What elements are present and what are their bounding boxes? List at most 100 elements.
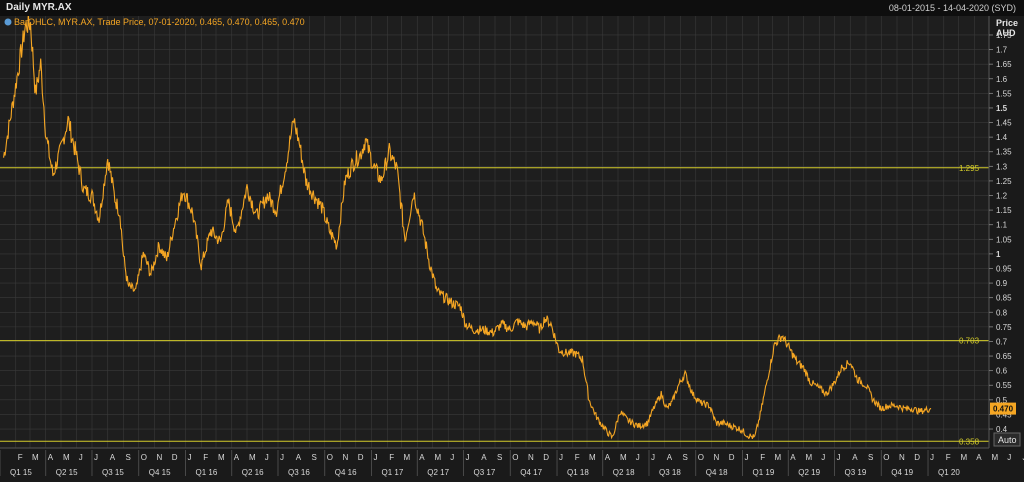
month-label: M: [620, 453, 627, 462]
month-label: S: [497, 453, 502, 462]
month-label: J: [280, 453, 284, 462]
horizontal-line-label: 1.295: [959, 164, 980, 173]
month-label: F: [203, 453, 208, 462]
chart-background: [0, 16, 1024, 482]
quarter-label: Q3 16: [288, 468, 310, 477]
month-label: N: [156, 453, 162, 462]
grid-lines: [0, 16, 1021, 448]
month-label: A: [976, 453, 982, 462]
month-label: J: [374, 453, 378, 462]
legend-text: BarOHLC, MYR.AX, Trade Price, 07-01-2020…: [14, 17, 305, 27]
month-label: O: [327, 453, 333, 462]
legend[interactable]: BarOHLC, MYR.AX, Trade Price, 07-01-2020…: [4, 17, 305, 27]
quarter-label: Q1 16: [196, 468, 218, 477]
month-label: N: [899, 453, 905, 462]
y-tick-label: 1.7: [996, 46, 1008, 55]
month-label: A: [481, 453, 487, 462]
month-label: A: [110, 453, 116, 462]
horizontal-lines[interactable]: 1.295 0.703 0.358: [0, 164, 989, 447]
price-axis-background: [989, 16, 1024, 448]
quarter-label: Q1 20: [938, 468, 960, 477]
month-label: M: [249, 453, 256, 462]
price-axis[interactable]: Price AUD 0.4 0.45 0.5 0.55 0.6 0.65 0.7 0.75 0.…: [988, 16, 1024, 448]
date-range[interactable]: 08-01-2015 - 14-04-2020 (SYD): [888, 3, 1016, 13]
quarter-label: Q1 18: [567, 468, 589, 477]
month-label: O: [512, 453, 518, 462]
month-label: D: [543, 453, 549, 462]
y-tick-label: 1.25: [996, 177, 1012, 186]
month-label: J: [559, 453, 563, 462]
month-label: J: [94, 453, 98, 462]
month-label: J: [837, 453, 841, 462]
price-series-line: [3, 16, 932, 440]
quarter-label: Q1 19: [753, 468, 775, 477]
month-label: J: [651, 453, 655, 462]
y-tick-label: 1.4: [996, 133, 1008, 142]
month-label: M: [992, 453, 999, 462]
quarter-label: Q3 15: [102, 468, 124, 477]
month-label: M: [961, 453, 968, 462]
chart-title: Daily MYR.AX: [6, 2, 72, 13]
month-label: A: [419, 453, 425, 462]
auto-scale-button[interactable]: Auto: [993, 432, 1021, 447]
month-label: A: [852, 453, 858, 462]
quarter-label: Q2 19: [798, 468, 820, 477]
month-label: J: [465, 453, 469, 462]
month-label: J: [1007, 453, 1011, 462]
y-tick-label: 1.3: [996, 162, 1008, 171]
month-label: S: [868, 453, 873, 462]
current-price-badge: 0.470: [990, 402, 1016, 415]
y-tick-label: 0.8: [996, 308, 1008, 317]
month-label: D: [358, 453, 364, 462]
month-label: N: [343, 453, 349, 462]
quarter-label: Q1 15: [10, 468, 32, 477]
y-tick-label: 1.75: [996, 31, 1012, 40]
auto-button-label[interactable]: Auto: [998, 435, 1017, 445]
month-label: F: [760, 453, 765, 462]
y-tick-label: 0.6: [996, 367, 1008, 376]
month-label: J: [821, 453, 825, 462]
quarter-label: Q3 18: [659, 468, 681, 477]
quarter-label: Q4 17: [520, 468, 542, 477]
month-label: D: [172, 453, 178, 462]
month-label: M: [403, 453, 410, 462]
y-tick-label: 0.5: [996, 396, 1008, 405]
month-label: M: [434, 453, 441, 462]
month-label: O: [141, 453, 147, 462]
horizontal-line-label: 0.358: [959, 437, 980, 446]
month-label: J: [636, 453, 640, 462]
month-label: M: [589, 453, 596, 462]
month-label: M: [32, 453, 39, 462]
month-label: J: [79, 453, 83, 462]
month-label: A: [667, 453, 673, 462]
time-axis-background: [0, 448, 1024, 482]
y-tick-label: 0.55: [996, 381, 1012, 390]
auto-button-frame[interactable]: [993, 432, 1021, 447]
month-label: N: [714, 453, 720, 462]
quarter-label: Q3 17: [473, 468, 495, 477]
price-chart[interactable]: 1.295 0.703 0.358 Price AUD 0.4 0.45 0.5 0.55…: [0, 16, 1024, 482]
month-label: M: [63, 453, 70, 462]
y-tick-label: 0.75: [996, 323, 1012, 332]
month-label: J: [265, 453, 269, 462]
month-label: D: [914, 453, 920, 462]
horizontal-line-label: 0.703: [959, 337, 980, 346]
month-label: S: [683, 453, 688, 462]
y-tick-label: 0.7: [996, 337, 1008, 346]
y-tick-label: 1.55: [996, 89, 1012, 98]
current-price-badge-box: [990, 402, 1016, 415]
month-label: D: [729, 453, 735, 462]
y-tick-label: 0.85: [996, 294, 1012, 303]
y-tick-label: 0.4: [996, 425, 1008, 434]
y-tick-label: 1.6: [996, 75, 1008, 84]
y-tick-label: 0.45: [996, 410, 1012, 419]
legend-settings-icon[interactable]: [4, 18, 12, 26]
quarter-label: Q3 19: [845, 468, 867, 477]
y-tick-label: 1.15: [996, 206, 1012, 215]
y-tick-label: 1.5: [996, 104, 1008, 113]
month-label: A: [296, 453, 302, 462]
month-label: A: [234, 453, 240, 462]
month-label: J: [745, 453, 749, 462]
